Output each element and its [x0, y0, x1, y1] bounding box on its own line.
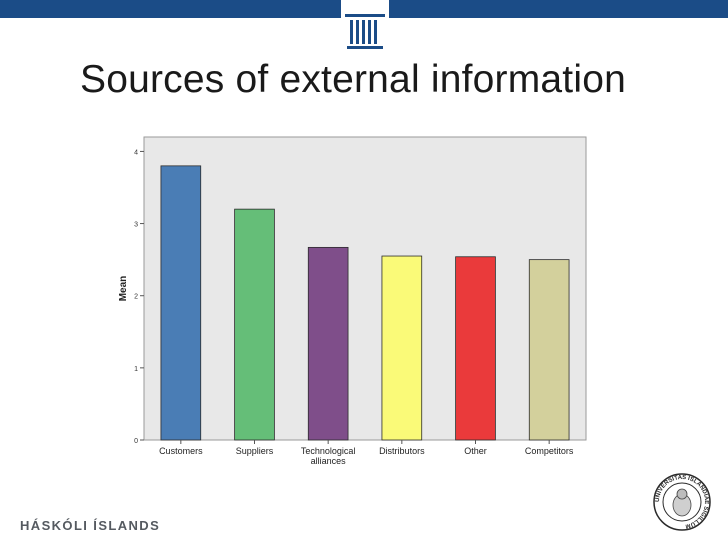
university-name-footer: HÁSKÓLI ÍSLANDS — [20, 518, 161, 533]
slide-title: Sources of external information — [80, 58, 626, 101]
y-tick-label: 3 — [134, 222, 138, 229]
x-tick-label-line: alliances — [311, 456, 347, 466]
bar-other — [455, 256, 496, 441]
bar-chart-svg: 0 1 2 3 4 Mean Customers Suppliers Technological… — [118, 136, 587, 466]
x-tick-label-line: Distributors — [379, 446, 425, 456]
y-tick-label: 0 — [134, 438, 138, 445]
university-building-logo-icon — [341, 0, 389, 56]
university-seal-icon: UNIVERSITAS ISLANDIAE SIGILLUM — [653, 473, 711, 531]
bar-suppliers — [234, 208, 275, 441]
bar-competitors — [528, 259, 570, 441]
x-tick-label: Customers — [159, 446, 203, 456]
x-tick-label: Technological alliances — [301, 446, 356, 466]
y-tick-label: 1 — [134, 366, 138, 373]
bar-distributors — [381, 255, 423, 441]
y-axis-title: Mean — [118, 276, 129, 302]
x-tick-label: Suppliers — [236, 446, 274, 456]
x-tick-label: Distributors — [379, 446, 425, 456]
bar-customers — [160, 165, 202, 441]
bar-technological-alliances — [307, 246, 349, 441]
x-tick-label: Other — [464, 446, 487, 456]
x-tick-label-line: Competitors — [525, 446, 574, 456]
x-tick-label-line: Suppliers — [236, 446, 274, 456]
x-tick-label-line: Technological — [301, 446, 356, 456]
x-tick-label-line: Customers — [159, 446, 203, 456]
y-tick-label: 4 — [134, 149, 138, 156]
bar-chart: 0 1 2 3 4 Mean Customers Suppliers Technological… — [104, 132, 614, 484]
x-tick-label-line: Other — [464, 446, 487, 456]
plot-area — [143, 136, 587, 441]
y-tick-label: 2 — [134, 294, 138, 301]
x-tick-label: Competitors — [525, 446, 574, 456]
